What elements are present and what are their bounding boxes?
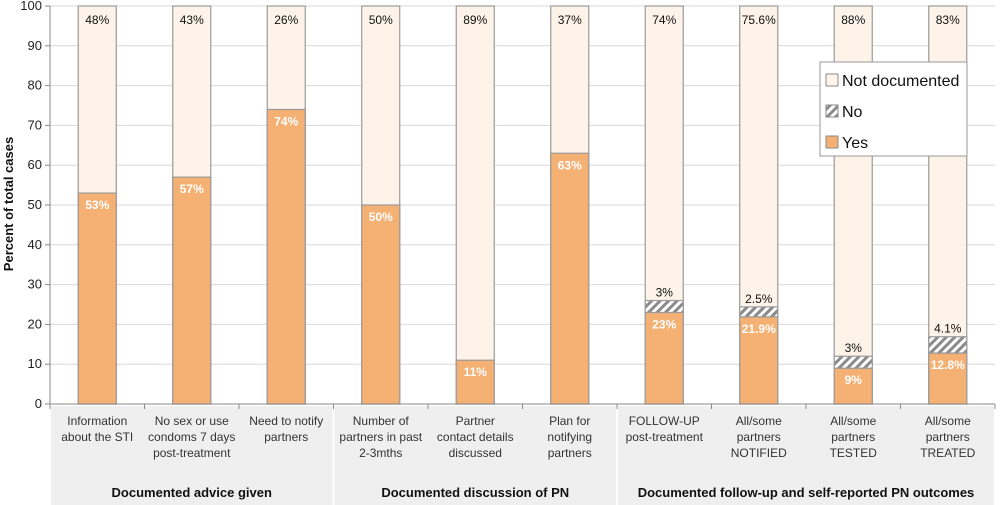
data-label-yes: 11% bbox=[464, 365, 488, 379]
x-tick-label: All/some bbox=[830, 414, 876, 428]
y-tick-label: 60 bbox=[28, 157, 42, 172]
data-label-not-documented: 75.6% bbox=[742, 13, 776, 27]
data-label-not-documented: 37% bbox=[558, 13, 582, 27]
data-labels: 53% 48% 57% 43% 74% 26% 50% 50% 11% 89% 63% 37% 23% 3… bbox=[85, 13, 965, 387]
data-label-not-documented: 74% bbox=[652, 13, 676, 27]
bar-no bbox=[739, 306, 779, 318]
x-tick-label: contact details bbox=[437, 430, 514, 444]
y-tick-label: 0 bbox=[35, 396, 42, 411]
legend-box bbox=[819, 61, 968, 157]
group-panel bbox=[51, 406, 333, 505]
x-tick-label: Partner bbox=[456, 414, 495, 428]
x-tick-label: Plan for bbox=[549, 414, 590, 428]
y-tick-label: 20 bbox=[28, 316, 42, 331]
bar-not-documented bbox=[455, 5, 495, 405]
y-tick-label: 10 bbox=[28, 356, 42, 371]
x-tick-label: All/some bbox=[925, 414, 971, 428]
group-title: Documented advice given bbox=[112, 485, 272, 500]
data-label-not-documented: 89% bbox=[463, 13, 487, 27]
x-tick-label: Need to notify bbox=[249, 414, 323, 428]
legend: Not documented No Yes bbox=[819, 61, 968, 157]
data-label-yes: 21.9% bbox=[742, 322, 776, 336]
x-tick-label: partners bbox=[264, 430, 308, 444]
data-label-no: 2.5% bbox=[745, 292, 773, 306]
legend-swatch-not-documented bbox=[825, 73, 839, 87]
data-label-yes: 53% bbox=[85, 198, 109, 212]
x-tick-label: All/some bbox=[736, 414, 782, 428]
axes: 0 10 20 30 40 50 60 70 80 90 100 Information about t… bbox=[20, 0, 996, 460]
bar-no bbox=[833, 355, 873, 369]
x-tick-label: post-treatment bbox=[153, 446, 231, 460]
bar-no bbox=[644, 299, 684, 314]
x-tick-label: NOTIFIED bbox=[731, 446, 787, 460]
group-backgrounds: Documented advice given Documented discus… bbox=[51, 406, 994, 505]
data-label-yes: 9% bbox=[845, 373, 863, 387]
x-tick-label: FOLLOW-UP bbox=[629, 414, 700, 428]
bar-yes bbox=[550, 152, 590, 405]
data-label-not-documented: 88% bbox=[841, 13, 865, 27]
legend-label: Yes bbox=[842, 135, 868, 152]
x-tick-label: condoms 7 days bbox=[148, 430, 235, 444]
bar-yes bbox=[172, 176, 212, 405]
x-tick-label: TESTED bbox=[830, 446, 878, 460]
data-label-yes: 57% bbox=[180, 182, 204, 196]
y-tick-label: 40 bbox=[28, 237, 42, 252]
legend-label: No bbox=[842, 104, 863, 121]
data-label-not-documented: 83% bbox=[936, 13, 960, 27]
x-tick-label: TREATED bbox=[920, 446, 975, 460]
data-label-yes: 63% bbox=[558, 158, 582, 172]
x-tick-label: partners bbox=[926, 430, 970, 444]
data-label-no: 4.1% bbox=[934, 322, 962, 336]
group-panel bbox=[334, 406, 616, 505]
group-title: Documented discussion of PN bbox=[381, 485, 569, 500]
y-tick-label: 50 bbox=[28, 197, 42, 212]
bar-yes bbox=[928, 352, 968, 405]
data-label-no: 3% bbox=[845, 341, 863, 355]
x-tick-label: partners bbox=[548, 446, 592, 460]
bars bbox=[77, 5, 968, 405]
x-tick-label: No sex or use bbox=[155, 414, 229, 428]
x-tick-label: partners in past bbox=[339, 430, 422, 444]
data-label-not-documented: 48% bbox=[85, 13, 109, 27]
group-title: Documented follow-up and self-reported P… bbox=[638, 485, 975, 500]
x-tick-label: about the STI bbox=[61, 430, 133, 444]
y-tick-label: 100 bbox=[20, 0, 42, 13]
bar-yes bbox=[644, 311, 684, 405]
legend-label: Not documented bbox=[842, 73, 959, 90]
data-label-not-documented: 26% bbox=[274, 13, 298, 27]
data-label-yes: 12.8% bbox=[931, 358, 965, 372]
data-label-no: 3% bbox=[656, 286, 674, 300]
data-label-yes: 23% bbox=[652, 317, 676, 331]
data-label-yes: 74% bbox=[274, 114, 298, 128]
data-label-not-documented: 50% bbox=[369, 13, 393, 27]
bar-no bbox=[928, 336, 968, 354]
x-tick-label: notifying bbox=[547, 430, 592, 444]
y-tick-label: 30 bbox=[28, 277, 42, 292]
x-tick-label: post-treatment bbox=[626, 430, 704, 444]
y-tick-label: 70 bbox=[28, 117, 42, 132]
bar-yes bbox=[739, 316, 779, 405]
legend-swatch-yes bbox=[825, 135, 839, 149]
bar-yes bbox=[361, 204, 401, 405]
legend-swatch-no bbox=[825, 104, 839, 118]
group-panel bbox=[618, 406, 994, 505]
bar-yes bbox=[266, 108, 306, 405]
x-tick-label: partners bbox=[737, 430, 781, 444]
x-tick-label: Number of bbox=[353, 414, 410, 428]
data-label-not-documented: 43% bbox=[180, 13, 204, 27]
y-tick-label: 90 bbox=[28, 38, 42, 53]
x-tick-label: Information bbox=[67, 414, 127, 428]
y-axis-label: Percent of total cases bbox=[1, 137, 16, 271]
x-tick-label: 2-3mths bbox=[359, 446, 402, 460]
bar-yes bbox=[833, 367, 873, 405]
x-tick-label: partners bbox=[831, 430, 875, 444]
data-label-yes: 50% bbox=[369, 210, 393, 224]
x-tick-label: discussed bbox=[449, 446, 502, 460]
y-tick-label: 80 bbox=[28, 78, 42, 93]
bar-yes bbox=[77, 192, 117, 405]
